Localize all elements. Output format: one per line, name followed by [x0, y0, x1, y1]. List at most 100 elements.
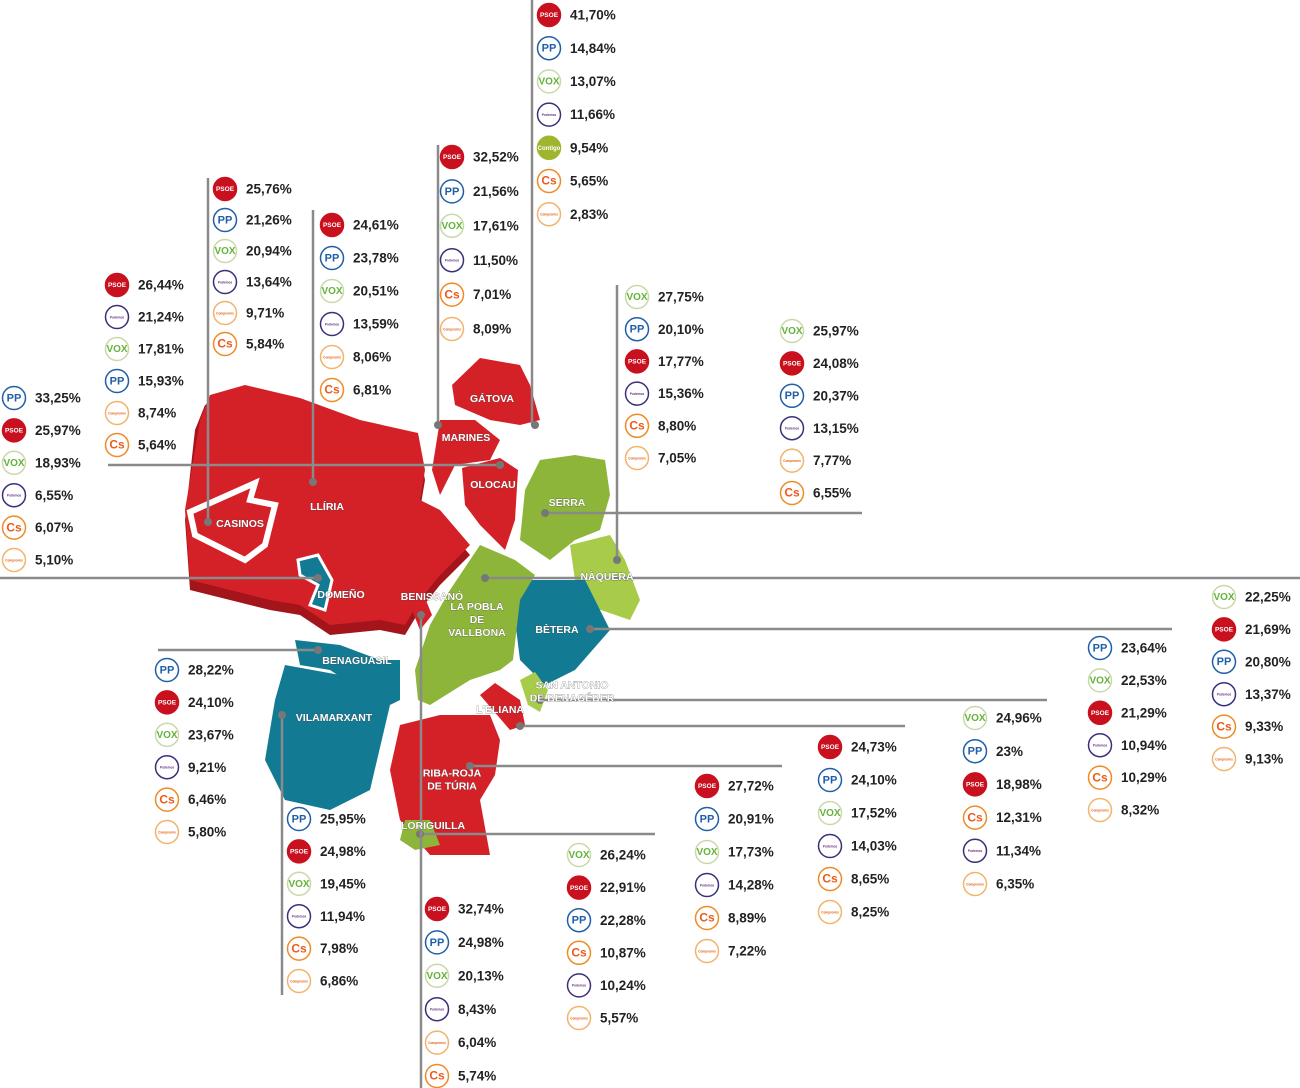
vote-share: 26,44%: [138, 278, 184, 293]
party-logo: [212, 176, 238, 202]
result-row: PSOE 21,69%: [1211, 617, 1291, 642]
party-logo: [1211, 584, 1237, 610]
region-serra: [520, 455, 610, 560]
party-logo-text: Podemos: [445, 259, 460, 263]
town-label: GÁTOVA: [470, 392, 514, 405]
vote-share: 17,81%: [138, 342, 184, 357]
party-logo-text: Compromís: [783, 459, 801, 463]
party-logo-text: VOX: [321, 286, 342, 297]
party-logo-text: PSOE: [570, 885, 589, 892]
party-logo: [817, 833, 843, 859]
party-logo-text: Compromís: [1091, 808, 1109, 812]
vote-share: 8,32%: [1121, 803, 1159, 818]
result-list: PSOE 26,44% Podemos 21,24% VOX 17,81% PP 15,93%…: [104, 272, 184, 458]
vote-share: 32,52%: [473, 150, 519, 165]
result-row: PSOE 32,74%: [424, 896, 504, 922]
result-list: PSOE 32,74% PP 24,98% VOX 20,13% Podemos 8,43% C…: [424, 896, 504, 1088]
vote-share: 13,64%: [246, 275, 292, 290]
result-row: Cs 8,89%: [694, 905, 766, 931]
party-logo-text: Cs: [1216, 719, 1232, 733]
party-logo: [694, 905, 720, 931]
party-logo-text: Cs: [109, 438, 125, 452]
party-logo: [536, 168, 562, 194]
party-logo: [424, 930, 450, 955]
party-logo-text: PSOE: [783, 361, 802, 368]
result-row: PSOE 21,29%: [1087, 700, 1167, 726]
party-logo: [1211, 649, 1237, 675]
town-label-line: DE TÚRIA: [427, 779, 477, 792]
region-domeno: [296, 553, 334, 612]
vote-share: 27,72%: [728, 779, 774, 794]
party-logo-text: Cs: [217, 337, 233, 351]
party-logo-text: Podemos: [572, 984, 587, 988]
vote-share: 20,94%: [246, 244, 292, 259]
result-list: VOX 22,25% PSOE 21,69% PP 20,80% Podemos 13,37%…: [1211, 584, 1291, 772]
regions: [185, 358, 640, 855]
town-label: LLÍRIA: [310, 500, 344, 513]
result-row: Cs 8,65%: [817, 866, 889, 892]
party-logo: [1211, 746, 1237, 772]
party-logo-text: PSOE: [5, 428, 24, 435]
town-label-line: DE: [470, 614, 485, 626]
party-logo-text: PP: [160, 664, 175, 676]
town-label-line: MARINES: [442, 432, 490, 444]
vote-share: 24,10%: [851, 773, 897, 788]
party-logo-text: PP: [325, 252, 340, 264]
result-row: Cs 7,01%: [439, 282, 511, 307]
result-row: VOX 25,97%: [779, 318, 859, 344]
town-label: RIBA-ROJA DE TÚRIA: [423, 767, 482, 792]
vote-share: 9,13%: [1245, 752, 1283, 767]
result-row: Podemos 21,24%: [104, 304, 184, 330]
party-logo-text: Cs: [1092, 770, 1108, 784]
party-logo-text: PP: [445, 186, 460, 198]
vote-share: 14,84%: [570, 41, 616, 56]
result-list: VOX 27,75% PP 20,10% PSOE 17,77% Podemos 15,36%…: [624, 284, 704, 471]
leader-dot: [531, 421, 539, 429]
party-logo: [286, 871, 312, 897]
vote-share: 27,75%: [658, 290, 704, 305]
party-logo: [424, 1030, 450, 1055]
vote-share: 33,25%: [35, 391, 81, 406]
party-logo: [779, 480, 805, 506]
party-logo: [1087, 700, 1113, 726]
town-label: L'ELIANA: [476, 704, 524, 716]
vote-share: 24,98%: [458, 935, 504, 950]
result-row: PSOE 24,10%: [154, 690, 234, 715]
result-row: Compromís 9,13%: [1211, 746, 1283, 772]
vote-share: 22,28%: [600, 913, 646, 928]
party-logo: [566, 875, 592, 900]
result-row: Compromís 2,83%: [536, 201, 608, 227]
result-row: VOX 18,93%: [1, 450, 81, 476]
result-row: Compromís 7,77%: [779, 448, 851, 473]
result-row: VOX 13,07%: [536, 69, 616, 94]
town-label-line: LLÍRIA: [310, 500, 344, 513]
party-logo-text: PSOE: [443, 154, 462, 161]
vote-share: 8,43%: [458, 1002, 496, 1017]
party-logo-text: Compromís: [290, 979, 308, 983]
party-logo: [779, 351, 805, 376]
party-logo: [286, 968, 312, 994]
result-row: PSOE 25,76%: [212, 176, 292, 202]
party-logo: [536, 102, 562, 127]
result-row: PSOE 22,91%: [566, 875, 646, 900]
result-row: PP 20,37%: [779, 383, 859, 409]
town-label: CASINOS: [216, 518, 264, 530]
result-row: Podemos 13,59%: [319, 311, 399, 337]
result-list: VOX 25,97% PSOE 24,08% PP 20,37% Podemos 13,15%…: [779, 318, 859, 506]
party-logo: [1, 515, 27, 540]
party-logo-text: Podemos: [325, 322, 340, 326]
party-logo: [104, 432, 130, 458]
vote-share: 23,67%: [188, 727, 234, 742]
party-logo-text: PSOE: [290, 849, 309, 856]
vote-share: 13,15%: [813, 421, 859, 436]
party-logo: [319, 212, 345, 238]
result-row: PP 25,95%: [286, 806, 366, 832]
result-row: PSOE 27,72%: [694, 773, 774, 799]
result-row: PSOE 41,70%: [536, 2, 616, 28]
leader-dot: [309, 478, 317, 486]
vote-share: 25,97%: [813, 324, 859, 339]
vote-share: 9,21%: [188, 760, 226, 775]
result-row: Podemos 10,94%: [1087, 732, 1167, 758]
result-row: Cs 5,84%: [212, 331, 284, 357]
